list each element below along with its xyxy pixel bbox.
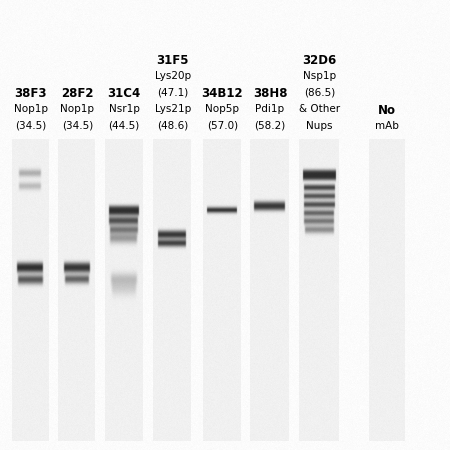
Text: (34.5): (34.5) — [62, 121, 93, 130]
Text: Nsr1p: Nsr1p — [109, 104, 140, 114]
Text: 31C4: 31C4 — [108, 87, 141, 100]
Text: Nop1p: Nop1p — [60, 104, 94, 114]
Text: Pdi1p: Pdi1p — [256, 104, 284, 114]
Text: 32D6: 32D6 — [302, 54, 337, 67]
Text: (34.5): (34.5) — [15, 121, 46, 130]
Text: 31F5: 31F5 — [157, 54, 189, 67]
Text: (44.5): (44.5) — [108, 121, 140, 130]
Text: (57.0): (57.0) — [207, 121, 238, 130]
Text: Nsp1p: Nsp1p — [303, 71, 336, 81]
Text: (58.2): (58.2) — [254, 121, 286, 130]
Text: (47.1): (47.1) — [157, 87, 189, 97]
Text: 34B12: 34B12 — [202, 87, 243, 100]
Text: Nop1p: Nop1p — [14, 104, 48, 114]
Text: Lys20p: Lys20p — [155, 71, 191, 81]
Text: 38F3: 38F3 — [14, 87, 47, 100]
Text: Nups: Nups — [306, 121, 333, 130]
Text: 28F2: 28F2 — [61, 87, 94, 100]
Text: Lys21p: Lys21p — [155, 104, 191, 114]
Text: (48.6): (48.6) — [157, 121, 189, 130]
Text: & Other: & Other — [299, 104, 340, 114]
Text: 38H8: 38H8 — [253, 87, 287, 100]
Text: No: No — [378, 104, 396, 117]
Text: mAb: mAb — [375, 121, 399, 130]
Text: (86.5): (86.5) — [304, 87, 335, 97]
Text: Nop5p: Nop5p — [205, 104, 239, 114]
